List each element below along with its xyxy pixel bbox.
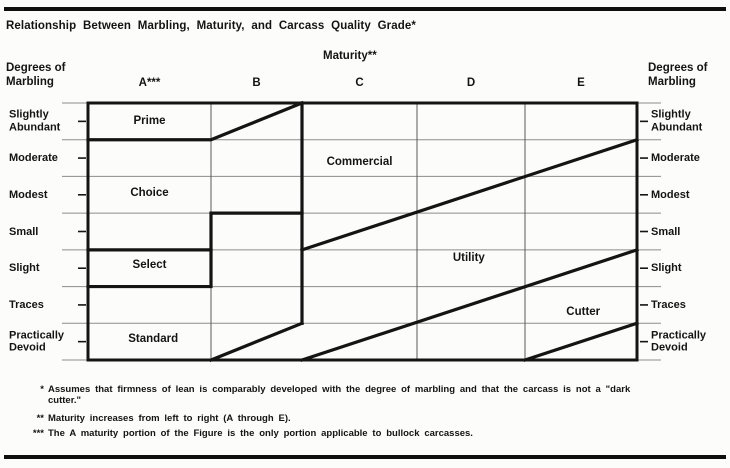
marbling-row-label-left: Slightly Abundant bbox=[9, 108, 61, 134]
marbling-row-label-right: Slight bbox=[651, 261, 682, 274]
footnote-1-line-2: cutter." bbox=[48, 395, 82, 407]
commercial-utility-boundary bbox=[299, 137, 640, 252]
grade-region-label-prime: Prime bbox=[133, 115, 166, 128]
chart-frame bbox=[86, 101, 639, 362]
maturity-axis-title: Maturity** bbox=[323, 50, 377, 62]
marbling-row-label-left: Small bbox=[9, 225, 39, 238]
footnote-3-marker: *** bbox=[32, 428, 44, 439]
standard-utility-boundary bbox=[208, 321, 305, 363]
utility-cutter-boundary bbox=[299, 247, 640, 363]
footnote-1-line-1: Assumes that firmness of lean is compara… bbox=[48, 384, 631, 395]
maturity-column-label-d: D bbox=[466, 77, 476, 89]
marbling-row-label-right: Small bbox=[651, 225, 681, 238]
footnote-2-marker: ** bbox=[36, 413, 44, 424]
choice-lower-boundary bbox=[86, 211, 304, 252]
grade-region-label-cutter: Cutter bbox=[566, 305, 601, 318]
marbling-row-label-right: Practically Devoid bbox=[651, 329, 707, 354]
marbling-row-label-left: Practically Devoid bbox=[9, 329, 65, 354]
marbling-row-label-right: Slightly Abundant bbox=[651, 108, 703, 134]
maturity-column-label-a: A*** bbox=[138, 77, 161, 89]
maturity-column-label-e: E bbox=[577, 77, 585, 89]
grade-region-label-select: Select bbox=[132, 259, 167, 272]
grade-region-label-utility: Utility bbox=[452, 251, 485, 264]
select-lower-boundary bbox=[86, 248, 213, 289]
maturity-column-label-c: C bbox=[355, 77, 364, 89]
marbling-row-label-right: Modest bbox=[651, 188, 690, 201]
prime-lower-boundary bbox=[86, 100, 305, 142]
footnote-1-marker: * bbox=[40, 384, 44, 395]
bottom-rule bbox=[4, 455, 726, 459]
maturity-column-label-b: B bbox=[252, 77, 261, 89]
marbling-row-label-left: Moderate bbox=[9, 151, 58, 164]
footnote-3-line-1: The A maturity portion of the Figure is … bbox=[48, 428, 473, 439]
marbling-row-label-left: Modest bbox=[9, 188, 48, 201]
marbling-axis-title-left: Degrees of Marbling bbox=[6, 62, 66, 88]
grade-region-label-standard: Standard bbox=[128, 332, 179, 345]
footnote-3: *** The A maturity portion of the Figure… bbox=[0, 428, 726, 439]
marbling-row-label-left: Traces bbox=[9, 298, 44, 311]
footnote-2: ** Maturity increases from left to right… bbox=[0, 413, 726, 424]
cutter-lower-boundary bbox=[522, 321, 640, 363]
grade-region-label-commercial: Commercial bbox=[326, 156, 393, 169]
top-rule bbox=[4, 7, 726, 11]
marbling-axis-title-right: Degrees of Marbling bbox=[648, 62, 708, 88]
grade-region-label-choice: Choice bbox=[130, 186, 169, 199]
figure-title: Relationship Between Marbling, Maturity,… bbox=[6, 20, 416, 32]
marbling-row-label-right: Moderate bbox=[651, 151, 700, 164]
marbling-row-label-right: Traces bbox=[651, 298, 686, 311]
footnote-2-line-1: Maturity increases from left to right (A… bbox=[48, 413, 291, 424]
footnote-1: * Assumes that firmness of lean is compa… bbox=[0, 384, 726, 407]
marbling-row-label-left: Slight bbox=[9, 261, 40, 274]
